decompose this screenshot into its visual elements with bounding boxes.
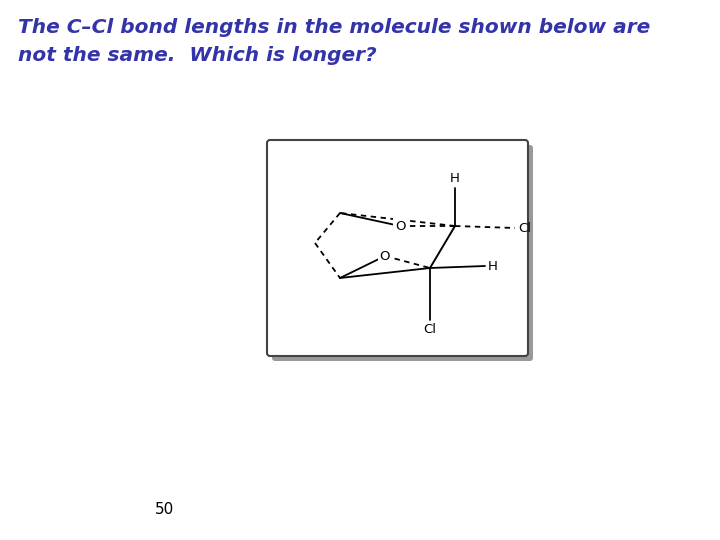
- Text: The C–Cl bond lengths in the molecule shown below are: The C–Cl bond lengths in the molecule sh…: [18, 18, 650, 37]
- FancyBboxPatch shape: [272, 145, 533, 361]
- Text: 50: 50: [156, 503, 175, 517]
- Text: Cl: Cl: [518, 221, 531, 234]
- Text: O: O: [379, 249, 390, 262]
- FancyBboxPatch shape: [267, 140, 528, 356]
- Text: H: H: [488, 260, 498, 273]
- Text: Cl: Cl: [423, 323, 436, 336]
- Text: not the same.  Which is longer?: not the same. Which is longer?: [18, 46, 377, 65]
- Text: O: O: [395, 219, 405, 233]
- Text: H: H: [450, 172, 460, 185]
